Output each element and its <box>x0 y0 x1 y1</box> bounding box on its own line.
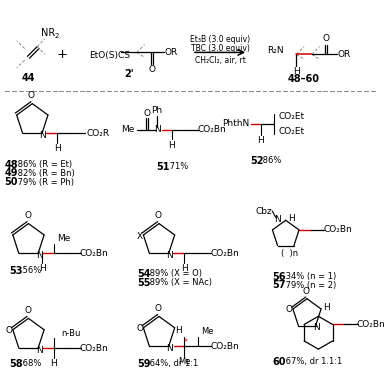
Text: (  )n: ( )n <box>281 249 298 258</box>
Text: N: N <box>274 215 281 224</box>
Text: N: N <box>166 251 173 260</box>
Text: 82% (R = Bn): 82% (R = Bn) <box>15 169 75 178</box>
Text: 54: 54 <box>137 269 150 279</box>
Text: O: O <box>24 306 31 315</box>
Text: Me: Me <box>58 234 71 243</box>
Text: O: O <box>303 287 310 296</box>
Text: 89% (X = O): 89% (X = O) <box>147 269 202 278</box>
Text: O: O <box>286 305 293 314</box>
Text: N: N <box>36 251 43 260</box>
Text: 86%: 86% <box>260 156 281 165</box>
Text: +: + <box>57 48 68 61</box>
Text: N: N <box>154 125 161 134</box>
Text: H: H <box>39 264 45 273</box>
Text: CO₂Bn: CO₂Bn <box>80 344 109 353</box>
Text: 48: 48 <box>4 159 18 170</box>
Text: OR: OR <box>164 48 177 57</box>
Text: *: * <box>184 338 188 347</box>
Text: 59: 59 <box>137 359 150 369</box>
Text: H: H <box>168 141 175 150</box>
Text: H: H <box>293 67 300 76</box>
Text: O: O <box>154 304 161 313</box>
Text: n-Bu: n-Bu <box>62 329 81 338</box>
Text: 79% (n = 2): 79% (n = 2) <box>283 281 336 290</box>
Text: Me: Me <box>202 327 214 336</box>
Text: H: H <box>54 144 61 153</box>
Text: CH₂Cl₂, air, rt: CH₂Cl₂, air, rt <box>195 56 245 65</box>
Text: CO₂Et: CO₂Et <box>279 112 305 121</box>
Text: 50: 50 <box>4 177 18 187</box>
Text: O: O <box>149 65 156 74</box>
Text: 86% (R = Et): 86% (R = Et) <box>15 160 72 169</box>
Text: CO₂Bn: CO₂Bn <box>323 226 352 234</box>
Text: 44: 44 <box>22 73 35 83</box>
Text: 58: 58 <box>9 359 23 369</box>
Text: O: O <box>28 91 35 100</box>
Text: CO₂Bn: CO₂Bn <box>211 342 239 351</box>
Text: 64%, dr 1:1: 64%, dr 1:1 <box>147 359 199 368</box>
Text: O: O <box>24 211 31 220</box>
Text: Ph: Ph <box>152 106 163 115</box>
Text: R₂N: R₂N <box>267 46 283 55</box>
Text: H: H <box>288 214 295 223</box>
Text: 79% (R = Ph): 79% (R = Ph) <box>15 177 74 186</box>
Text: 56%: 56% <box>20 267 41 276</box>
Text: 60: 60 <box>272 357 286 367</box>
Text: OR: OR <box>337 50 350 59</box>
Text: 57: 57 <box>272 280 286 291</box>
Text: Et₃B (3.0 equiv): Et₃B (3.0 equiv) <box>190 35 250 44</box>
Text: 56: 56 <box>272 272 286 282</box>
Text: H: H <box>175 326 182 335</box>
Text: H: H <box>257 136 264 145</box>
Text: 67%, dr 1.1:1: 67%, dr 1.1:1 <box>283 358 342 366</box>
Text: H: H <box>50 359 57 368</box>
Text: H: H <box>324 303 330 312</box>
Text: Me: Me <box>178 357 190 366</box>
Text: N: N <box>313 323 320 332</box>
Text: 52: 52 <box>250 156 264 166</box>
Text: O: O <box>144 109 151 118</box>
Text: 49: 49 <box>4 168 18 178</box>
Text: CO₂Bn: CO₂Bn <box>211 249 239 258</box>
Text: PhthN: PhthN <box>222 120 249 129</box>
Text: 48–60: 48–60 <box>288 74 320 83</box>
Text: 71%: 71% <box>167 162 188 171</box>
Text: 55: 55 <box>137 277 150 288</box>
Text: O: O <box>154 211 161 220</box>
Text: CO₂Bn: CO₂Bn <box>198 125 227 134</box>
Text: NR: NR <box>41 28 55 38</box>
Text: 89% (X = NAc): 89% (X = NAc) <box>147 278 212 287</box>
Text: Me: Me <box>122 125 135 134</box>
Text: CO₂R: CO₂R <box>87 129 110 138</box>
Text: N: N <box>36 346 43 355</box>
Text: 2: 2 <box>55 33 59 39</box>
Text: 68%: 68% <box>20 359 41 368</box>
Text: CO₂Bn: CO₂Bn <box>357 320 386 329</box>
Text: H: H <box>181 264 188 273</box>
Text: CO₂Et: CO₂Et <box>279 127 305 136</box>
Text: X: X <box>137 232 142 241</box>
Text: TBC (3.0 equiv): TBC (3.0 equiv) <box>190 44 249 53</box>
Text: O: O <box>5 326 12 335</box>
Text: N: N <box>39 131 46 140</box>
Text: N: N <box>166 344 173 353</box>
Text: 2': 2' <box>124 69 134 79</box>
Text: O: O <box>136 324 143 333</box>
Text: 34% (n = 1): 34% (n = 1) <box>283 272 336 281</box>
Text: EtO(S)CS: EtO(S)CS <box>89 51 130 60</box>
Text: 51: 51 <box>156 162 170 171</box>
Text: O: O <box>323 34 330 43</box>
Text: CO₂Bn: CO₂Bn <box>80 249 109 258</box>
Text: 53: 53 <box>9 266 22 276</box>
Text: Cbz: Cbz <box>255 206 272 215</box>
